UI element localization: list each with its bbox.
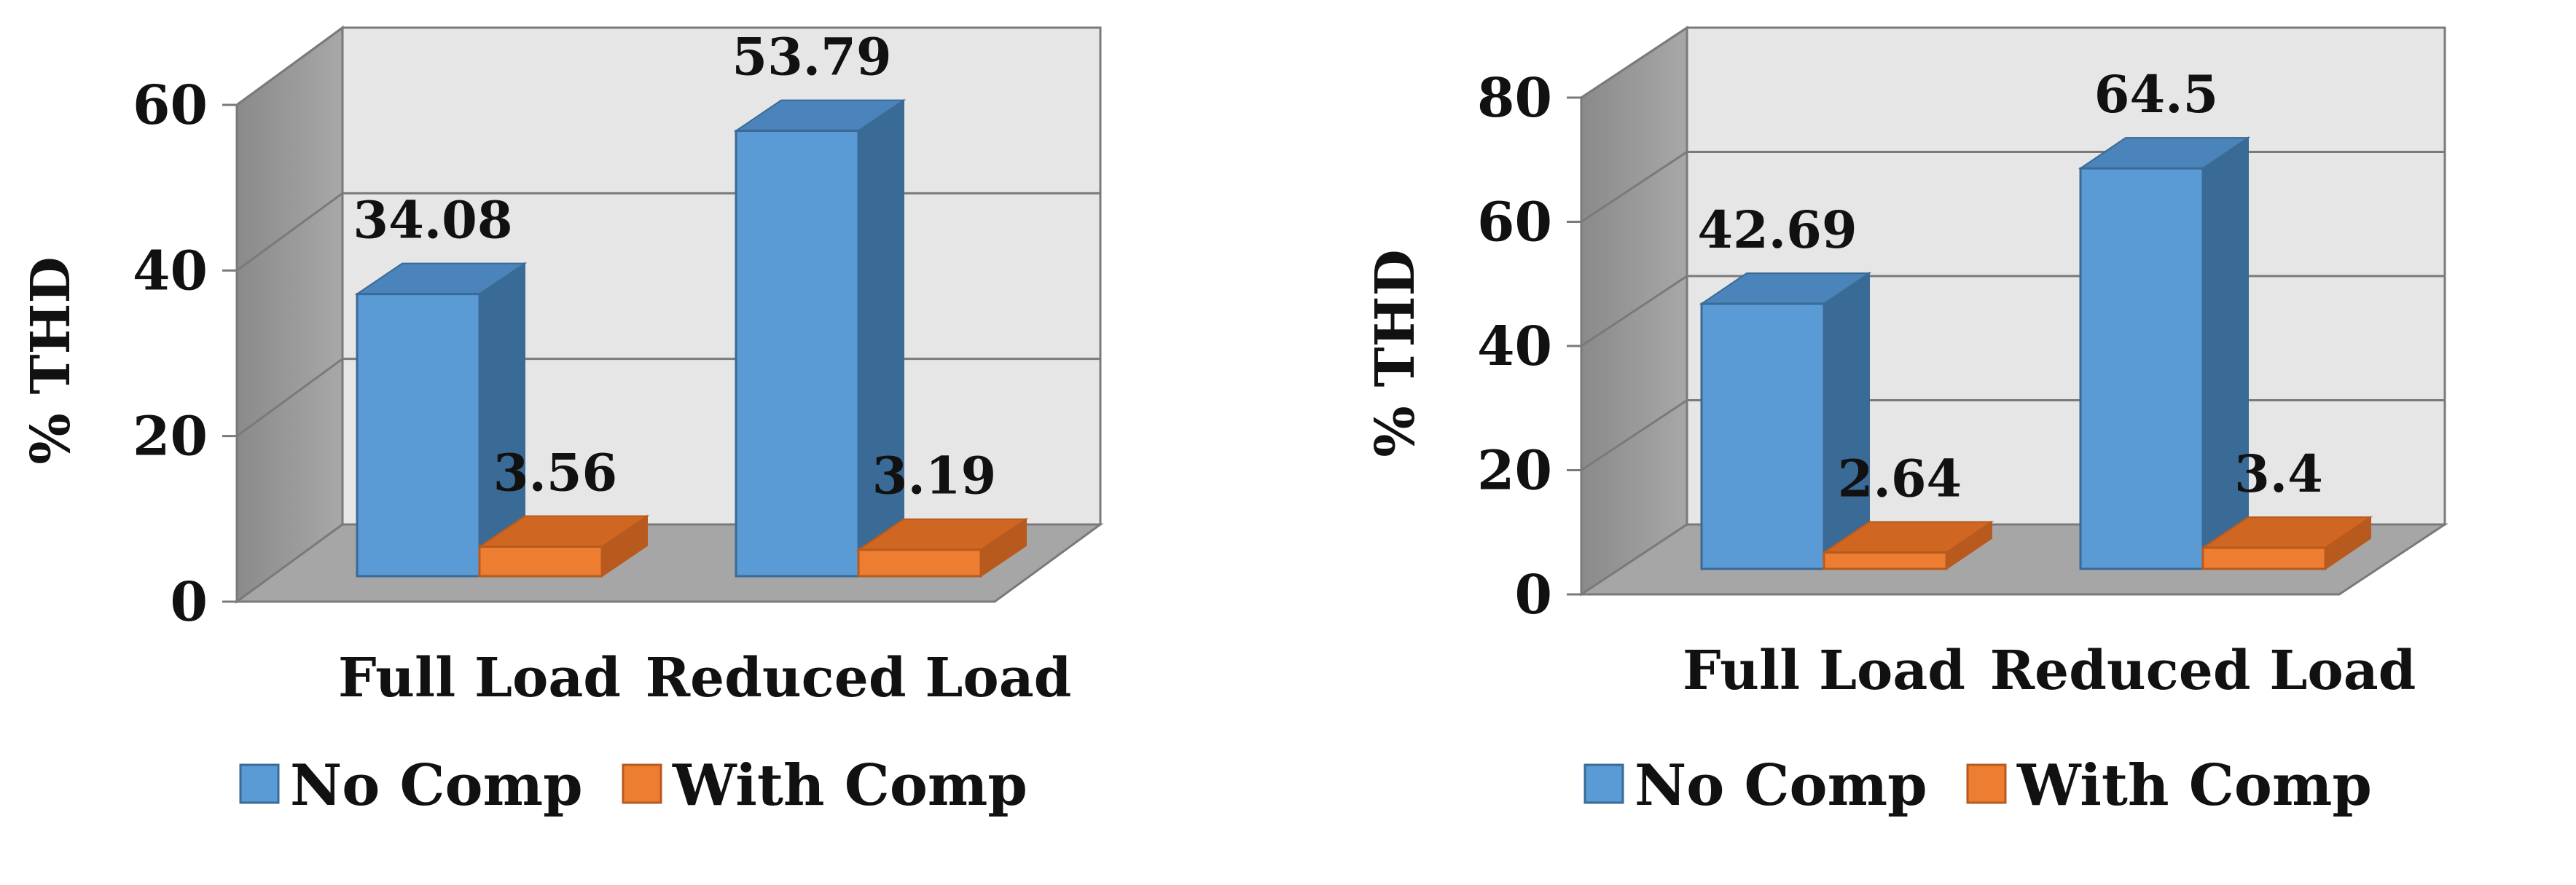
legend-swatch bbox=[1966, 763, 2007, 804]
data-label: 3.56 bbox=[493, 443, 618, 503]
y-tick-label: 0 bbox=[1515, 564, 1553, 626]
category-label: Reduced Load bbox=[1990, 640, 2416, 702]
bar-no-comp-reduced-load bbox=[2079, 167, 2204, 570]
legend-label: With Comp bbox=[672, 752, 1027, 819]
legend-label: No Comp bbox=[290, 752, 583, 819]
y-tick-label: 20 bbox=[133, 406, 208, 468]
bar-no-comp-reduced-load bbox=[735, 130, 860, 578]
legend-label: With Comp bbox=[2016, 752, 2372, 819]
data-label: 3.19 bbox=[872, 446, 997, 506]
data-label: 42.69 bbox=[1697, 200, 1857, 260]
legend-swatch bbox=[239, 763, 280, 804]
y-axis-title: % THD bbox=[20, 256, 82, 464]
category-label: Reduced Load bbox=[646, 647, 1072, 709]
y-tick-label: 40 bbox=[133, 240, 208, 302]
chart-left: 0 20 40 60 % THD 34.08 3.56 Full Load 53.79 3.19 R… bbox=[20, 25, 1104, 819]
bar-with-comp-reduced-load bbox=[2201, 546, 2327, 570]
bar-with-comp-full-load bbox=[478, 546, 603, 578]
side-gridline bbox=[236, 26, 343, 106]
y-axis-title: % THD bbox=[1364, 249, 1427, 457]
side-wall bbox=[235, 25, 344, 604]
legend-label: No Comp bbox=[1635, 752, 1927, 819]
y-tick-label: 80 bbox=[1477, 67, 1552, 130]
legend-swatch bbox=[622, 763, 662, 804]
bar-side bbox=[1823, 272, 1870, 570]
bar-no-comp-full-load bbox=[356, 293, 481, 578]
chart-right: 0 20 40 60 80 % THD 42.69 2.64 Full Load 64.5 3.4 R… bbox=[1364, 25, 2448, 819]
y-tick-label: 60 bbox=[1477, 192, 1552, 254]
legend-swatch bbox=[1583, 763, 1624, 804]
y-tick-label: 60 bbox=[133, 74, 208, 137]
data-label: 3.4 bbox=[2234, 444, 2323, 504]
data-label: 2.64 bbox=[1838, 448, 1962, 508]
data-label: 53.79 bbox=[732, 27, 891, 87]
y-tick-label: 0 bbox=[171, 571, 208, 634]
y-tick-label: 40 bbox=[1477, 315, 1552, 378]
side-gridline bbox=[236, 358, 343, 437]
bar-with-comp-full-load bbox=[1823, 551, 1948, 570]
y-tick-label: 20 bbox=[1477, 440, 1552, 503]
data-label: 34.08 bbox=[353, 190, 512, 251]
side-gridline bbox=[1581, 275, 1688, 347]
category-label: Full Load bbox=[1683, 640, 1965, 702]
data-label: 64.5 bbox=[2094, 64, 2219, 125]
bar-no-comp-full-load bbox=[1700, 302, 1825, 570]
bar-with-comp-reduced-load bbox=[857, 548, 982, 578]
side-gridline bbox=[1581, 26, 1688, 99]
bar-side bbox=[2202, 136, 2249, 570]
category-label: Full Load bbox=[338, 647, 621, 709]
side-gridline bbox=[1581, 151, 1688, 223]
side-gridline bbox=[236, 192, 343, 272]
side-gridline bbox=[1581, 399, 1688, 471]
